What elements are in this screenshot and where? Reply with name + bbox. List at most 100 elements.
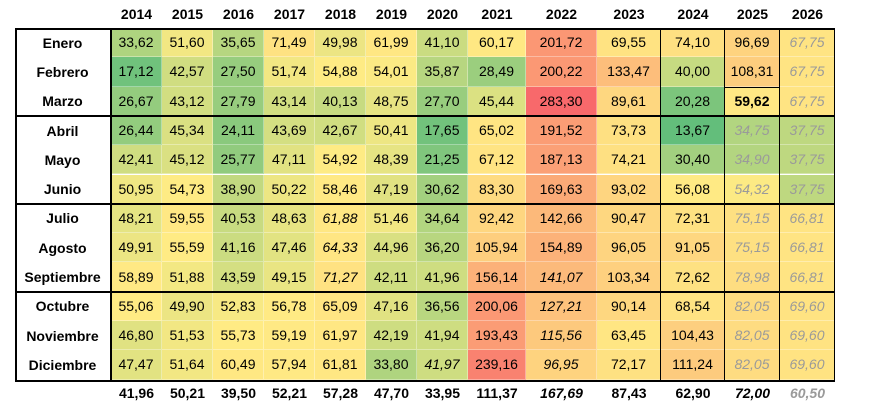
value-cell: 59,55 — [162, 203, 213, 234]
value-cell: 20,28 — [661, 86, 725, 116]
value-cell: 67,75 — [780, 86, 835, 116]
value-cell: 42,41 — [111, 145, 162, 175]
value-cell: 48,21 — [111, 203, 162, 234]
month-label: Abril — [46, 122, 79, 139]
value-cell: 283,30 — [526, 86, 597, 116]
value-cell: 41,97 — [417, 350, 468, 380]
month-label: Diciembre — [28, 356, 97, 373]
value-cell: 74,21 — [597, 145, 661, 175]
value-cell: 50,95 — [111, 174, 162, 204]
value-cell: 69,60 — [780, 291, 835, 321]
value-cell: 72,31 — [661, 203, 725, 234]
value-cell: 82,05 — [725, 350, 780, 380]
value-cell: 17,12 — [111, 57, 162, 87]
value-cell: 51,46 — [366, 203, 417, 234]
value-cell: 103,34 — [597, 262, 661, 292]
month-label: Julio — [46, 210, 79, 227]
value-cell: 133,47 — [597, 57, 661, 87]
year-header: 2018 — [324, 6, 357, 22]
value-cell: 51,64 — [162, 350, 213, 380]
value-cell: 50,41 — [366, 115, 417, 146]
quarter-separator — [15, 114, 835, 117]
year-header: 2016 — [222, 6, 255, 22]
value-cell: 33,62 — [111, 28, 162, 58]
value-cell: 66,81 — [780, 203, 835, 234]
value-cell: 45,34 — [162, 115, 213, 146]
value-cell: 61,99 — [366, 28, 417, 58]
year-header: 2023 — [613, 6, 645, 22]
value-cell: 73,73 — [597, 115, 661, 146]
value-cell: 27,50 — [213, 57, 264, 87]
value-cell: 34,90 — [725, 145, 780, 175]
value-cell: 51,53 — [162, 321, 213, 351]
value-cell: 45,12 — [162, 145, 213, 175]
value-cell: 115,56 — [526, 321, 597, 351]
value-cell: 55,06 — [111, 291, 162, 321]
value-cell: 58,46 — [315, 174, 366, 204]
value-cell: 24,11 — [213, 115, 264, 146]
col-2025-left — [724, 28, 725, 382]
value-cell: 96,69 — [725, 28, 780, 58]
value-cell: 65,02 — [468, 115, 526, 146]
value-cell: 60,17 — [468, 28, 526, 58]
value-cell: 54,88 — [315, 57, 366, 87]
month-label: Mayo — [44, 151, 81, 168]
total-cell: 50,21 — [169, 384, 206, 401]
value-cell: 69,55 — [597, 28, 661, 58]
value-cell: 25,77 — [213, 145, 264, 175]
month-label: Febrero — [36, 63, 89, 80]
value-cell: 41,94 — [417, 321, 468, 351]
value-cell: 61,81 — [315, 350, 366, 380]
table-border-bottom — [15, 379, 835, 382]
value-cell: 49,90 — [162, 291, 213, 321]
value-cell: 40,53 — [213, 203, 264, 234]
value-cell: 69,60 — [780, 350, 835, 380]
value-cell: 47,19 — [366, 174, 417, 204]
value-cell: 63,45 — [597, 321, 661, 351]
value-cell: 169,63 — [526, 174, 597, 204]
year-header: 2022 — [545, 6, 578, 22]
value-cell: 108,31 — [725, 57, 780, 87]
value-cell: 42,11 — [366, 262, 417, 292]
value-cell: 37,75 — [780, 174, 835, 204]
year-header: 2019 — [375, 6, 408, 22]
value-cell: 193,43 — [468, 321, 526, 351]
value-cell: 105,94 — [468, 233, 526, 263]
value-cell: 51,88 — [162, 262, 213, 292]
year-header: 2025 — [736, 6, 769, 22]
total-cell: 62,90 — [675, 384, 711, 401]
value-cell: 54,01 — [366, 57, 417, 87]
quarter-separator — [15, 290, 835, 293]
value-cell: 83,30 — [468, 174, 526, 204]
value-cell: 48,39 — [366, 145, 417, 175]
table-border-left — [15, 28, 17, 382]
value-cell: 41,16 — [213, 233, 264, 263]
year-header: 2024 — [677, 6, 709, 22]
total-cell: 72,00 — [734, 384, 771, 401]
value-cell: 64,33 — [315, 233, 366, 263]
value-cell: 36,56 — [417, 291, 468, 321]
value-cell: 41,10 — [417, 28, 468, 58]
value-cell: 71,27 — [315, 262, 366, 292]
value-cell: 43,59 — [213, 262, 264, 292]
value-cell: 96,05 — [597, 233, 661, 263]
value-cell: 17,65 — [417, 115, 468, 146]
value-cell: 43,69 — [264, 115, 315, 146]
value-cell: 34,64 — [417, 203, 468, 234]
value-cell: 21,25 — [417, 145, 468, 175]
year-header: 2021 — [481, 6, 513, 22]
year-header: 2026 — [791, 6, 824, 22]
value-cell: 200,06 — [468, 291, 526, 321]
value-cell: 68,54 — [661, 291, 725, 321]
value-cell: 59,19 — [264, 321, 315, 351]
value-cell: 71,49 — [264, 28, 315, 58]
value-cell: 41,96 — [417, 262, 468, 292]
value-cell: 75,15 — [725, 203, 780, 234]
value-cell: 141,07 — [526, 262, 597, 292]
value-cell: 30,62 — [417, 174, 468, 204]
value-cell: 42,19 — [366, 321, 417, 351]
month-label: Octubre — [35, 298, 90, 315]
value-cell: 60,49 — [213, 350, 264, 380]
value-cell: 82,05 — [725, 321, 780, 351]
value-cell: 191,52 — [526, 115, 597, 146]
